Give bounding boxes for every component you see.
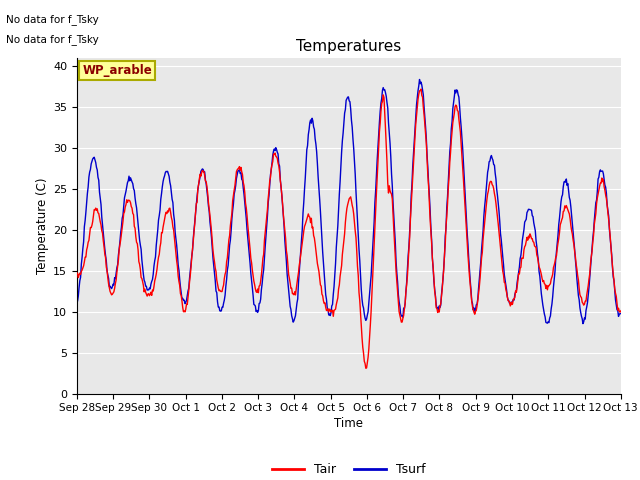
Text: WP_arable: WP_arable	[82, 64, 152, 77]
Text: No data for f_Tsky: No data for f_Tsky	[6, 34, 99, 45]
X-axis label: Time: Time	[334, 418, 364, 431]
Text: No data for f_Tsky: No data for f_Tsky	[6, 14, 99, 25]
Legend: Tair, Tsurf: Tair, Tsurf	[268, 458, 430, 480]
Title: Temperatures: Temperatures	[296, 39, 401, 54]
Y-axis label: Temperature (C): Temperature (C)	[36, 177, 49, 274]
